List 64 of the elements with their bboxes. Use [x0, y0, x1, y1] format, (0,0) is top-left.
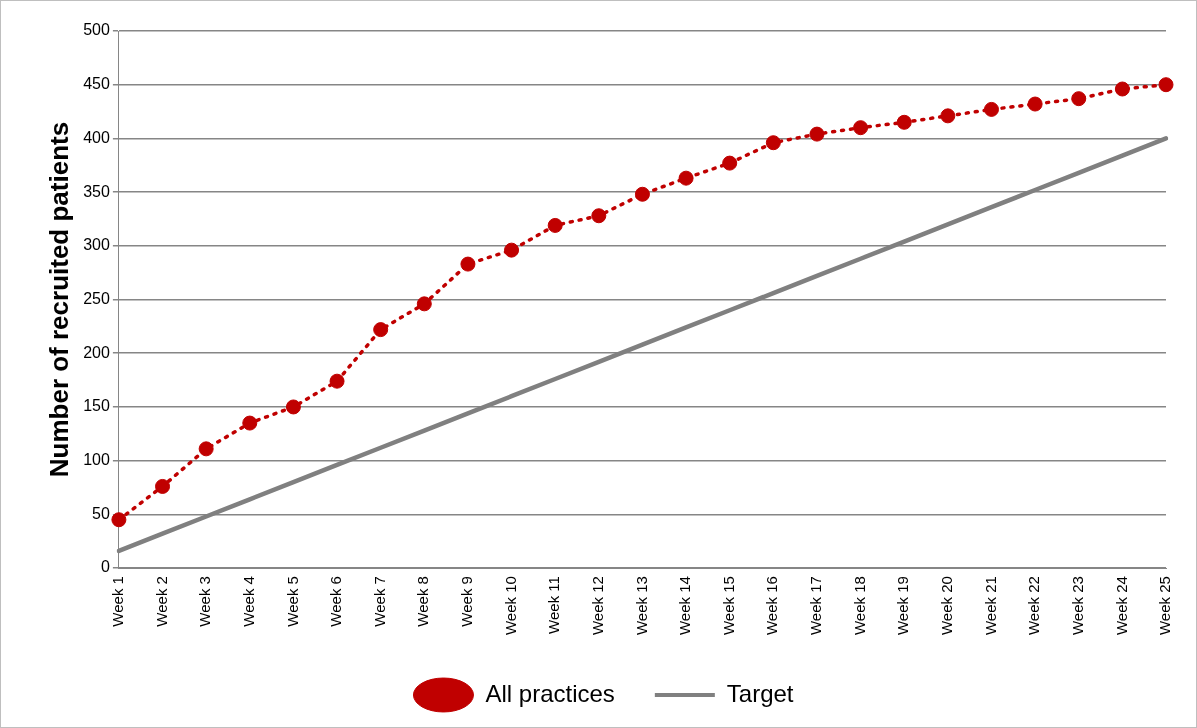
- x-tick-label: Week 2: [152, 576, 170, 627]
- x-tick-label: Week 12: [588, 576, 606, 636]
- point: [155, 478, 171, 494]
- x-tick-label: Week 21: [981, 576, 999, 636]
- y-tick-label: 0: [100, 558, 110, 576]
- x-tick-label: Week 18: [850, 576, 868, 636]
- y-tick-label: 200: [83, 343, 110, 361]
- x-tick-label: Week 6: [327, 576, 345, 627]
- point: [983, 101, 999, 117]
- y-axis-title: Number of recruited patients: [43, 121, 74, 478]
- y-tick-label: 300: [83, 236, 110, 254]
- point: [634, 186, 650, 202]
- y-tick-label: 100: [83, 451, 110, 469]
- y-tick-label: 50: [92, 504, 110, 522]
- point: [1071, 91, 1087, 107]
- point: [242, 415, 258, 431]
- point: [111, 512, 127, 528]
- point: [722, 155, 738, 171]
- y-tick-label: 450: [83, 75, 110, 93]
- point: [765, 135, 781, 151]
- point: [329, 373, 345, 389]
- y-tick-label: 250: [83, 289, 110, 307]
- x-tick-label: Week 9: [458, 576, 476, 627]
- legend-label: All practices: [485, 679, 615, 707]
- point: [678, 170, 694, 186]
- x-tick-label: Week 23: [1068, 576, 1086, 636]
- point: [940, 108, 956, 124]
- x-tick-label: Week 17: [807, 576, 825, 636]
- x-tick-label: Week 22: [1025, 576, 1043, 636]
- x-tick-label: Week 16: [763, 576, 781, 636]
- point: [1158, 77, 1174, 93]
- point: [460, 256, 476, 272]
- x-tick-label: Week 14: [676, 576, 694, 636]
- y-tick-label: 500: [83, 21, 110, 39]
- point: [591, 208, 607, 224]
- x-tick-label: Week 24: [1112, 576, 1130, 636]
- x-tick-label: Week 3: [196, 576, 214, 627]
- point: [896, 114, 912, 130]
- x-tick-label: Week 20: [937, 576, 955, 636]
- y-tick-label: 400: [83, 128, 110, 146]
- point: [853, 120, 869, 136]
- x-tick-label: Week 7: [370, 576, 388, 627]
- point: [285, 399, 301, 415]
- x-tick-label: Week 5: [283, 576, 301, 627]
- point: [1027, 96, 1043, 112]
- point: [504, 242, 520, 258]
- x-tick-label: Week 10: [501, 576, 519, 636]
- x-tick-label: Week 13: [632, 576, 650, 636]
- x-tick-label: Week 1: [109, 576, 127, 627]
- point: [198, 441, 214, 457]
- point: [809, 126, 825, 142]
- legend-label: Target: [726, 679, 794, 707]
- x-tick-label: Week 25: [1156, 576, 1174, 636]
- x-tick-label: Week 8: [414, 576, 432, 627]
- point: [547, 217, 563, 233]
- x-tick-label: Week 4: [239, 576, 257, 627]
- x-tick-label: Week 15: [719, 576, 737, 636]
- point: [373, 322, 389, 338]
- x-tick-label: Week 11: [545, 576, 563, 634]
- point: [1114, 81, 1130, 97]
- point: [416, 296, 432, 312]
- y-tick-label: 150: [83, 397, 110, 415]
- x-tick-label: Week 19: [894, 576, 912, 636]
- y-tick-label: 350: [83, 182, 110, 200]
